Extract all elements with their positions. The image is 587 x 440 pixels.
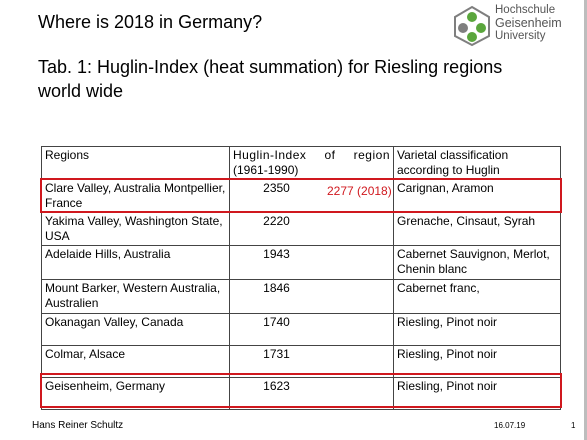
logo-line-2: Geisenheim: [495, 16, 562, 30]
index-cell: 1740: [229, 313, 394, 346]
region-cell: Geisenheim, Germany: [41, 377, 230, 410]
index-value: 1943: [263, 247, 290, 261]
index-cell: 1731: [229, 345, 394, 378]
table-row: Geisenheim, Germany 1623 Riesling, Pinot…: [41, 377, 561, 410]
highlight-box-bottom: [40, 373, 562, 408]
region-cell: Mount Barker, Western Australia, Austral…: [41, 279, 230, 314]
region-cell: Yakima Valley, Washington State, USA: [41, 212, 230, 246]
highlight-box-top: [40, 178, 562, 213]
index-cell: 1943: [229, 245, 394, 280]
table-header-row: Regions Huglin-Index of region (1961-199…: [41, 146, 561, 180]
footer-author: Hans Reiner Schultz: [32, 420, 124, 431]
region-cell: Colmar, Alsace: [41, 345, 230, 378]
index-value: 2220: [263, 214, 290, 228]
index-value: 1846: [263, 281, 290, 295]
index-cell: 1846: [229, 279, 394, 314]
varietal-cell: Cabernet Sauvignon, Merlot, Chenin blanc: [393, 245, 561, 280]
varietal-cell: Carignan, Aramon: [393, 179, 561, 213]
slide-subtitle: Tab. 1: Huglin-Index (heat summation) fo…: [38, 57, 503, 101]
index-value: 1623: [263, 379, 290, 393]
header-regions: Regions: [41, 146, 230, 180]
varietal-cell: Cabernet franc,: [393, 279, 561, 314]
header-huglin: Huglin-Index of region (1961-1990): [229, 146, 394, 180]
index-value: 2350: [263, 181, 290, 195]
index-cell: 2350: [229, 179, 394, 213]
index-cell: 1623: [229, 377, 394, 410]
annotation-2018: 2277 (2018): [327, 184, 392, 198]
table-row: Clare Valley, Australia Montpellier, Fra…: [41, 179, 561, 213]
header-huglin-c: region: [353, 148, 390, 162]
index-cell: 2220: [229, 212, 394, 246]
table-row: Okanagan Valley, Canada 1740 Riesling, P…: [41, 313, 561, 346]
varietal-cell: Riesling, Pinot noir: [393, 377, 561, 410]
region-cell: Okanagan Valley, Canada: [41, 313, 230, 346]
header-huglin-a: Huglin-Index: [233, 148, 307, 162]
varietal-cell: Grenache, Cinsaut, Syrah: [393, 212, 561, 246]
university-logo: Hochschule Geisenheim University: [451, 3, 585, 49]
logo-text: Hochschule Geisenheim University: [495, 4, 562, 43]
varietal-cell: Riesling, Pinot noir: [393, 313, 561, 346]
index-value: 1731: [263, 347, 290, 361]
logo-line-3: University: [495, 30, 546, 42]
index-value: 1740: [263, 315, 290, 329]
header-huglin-d: (1961-1990): [233, 163, 299, 177]
footer-date: 16.07.19: [494, 421, 526, 430]
logo-icon: [454, 5, 490, 47]
huglin-table: Regions Huglin-Index of region (1961-199…: [41, 146, 561, 410]
logo-line-1: Hochschule: [495, 4, 556, 16]
slide-title: Where is 2018 in Germany?: [38, 12, 263, 32]
slide-edge: [584, 0, 587, 440]
region-cell: Adelaide Hills, Australia: [41, 245, 230, 280]
table-row: Yakima Valley, Washington State, USA 222…: [41, 212, 561, 246]
header-varietal: Varietal classification according to Hug…: [393, 146, 561, 180]
footer-page: 1: [571, 421, 576, 430]
table-row: Adelaide Hills, Australia 1943 Cabernet …: [41, 245, 561, 280]
table-row: Mount Barker, Western Australia, Austral…: [41, 279, 561, 314]
table-row: Colmar, Alsace 1731 Riesling, Pinot noir: [41, 345, 561, 378]
header-huglin-b: of: [324, 148, 336, 162]
